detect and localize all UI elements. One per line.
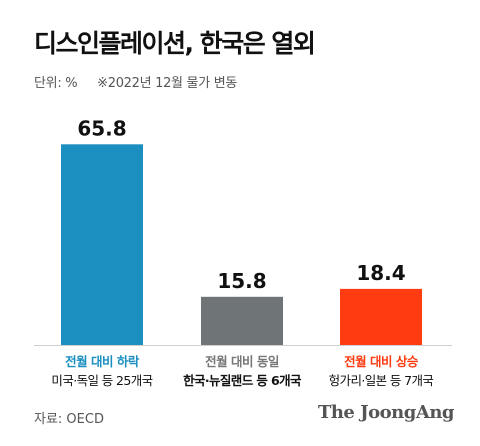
chart-title: 디스인플레이션, 한국은 열외 <box>34 29 316 58</box>
unit-label: 단위: % <box>34 76 78 91</box>
bar-1 <box>61 144 143 345</box>
category-sublabel-2: 한국·뉴질랜드 등 6개국 <box>183 373 302 388</box>
category-label-1: 전월 대비 하락 <box>65 354 140 369</box>
value-label-2: 15.8 <box>217 269 266 293</box>
category-label-3: 전월 대비 상승 <box>344 354 419 369</box>
brand-logo: The JoongAng <box>317 402 455 423</box>
value-label-1: 65.8 <box>77 116 126 140</box>
category-label-2: 전월 대비 동일 <box>205 354 279 369</box>
period-note: ※2022년 12월 물가 변동 <box>97 76 238 91</box>
bar-3 <box>340 288 422 345</box>
source-label: 자료: OECD <box>34 412 104 427</box>
category-sublabel-1: 미국·독일 등 25개국 <box>51 373 152 388</box>
chart-subtitle: 단위: % ※2022년 12월 물가 변동 <box>34 72 237 91</box>
bar-2 <box>201 296 283 345</box>
value-label-3: 18.4 <box>356 261 405 285</box>
category-sublabel-3: 헝가리·일본 등 7개국 <box>329 373 434 388</box>
